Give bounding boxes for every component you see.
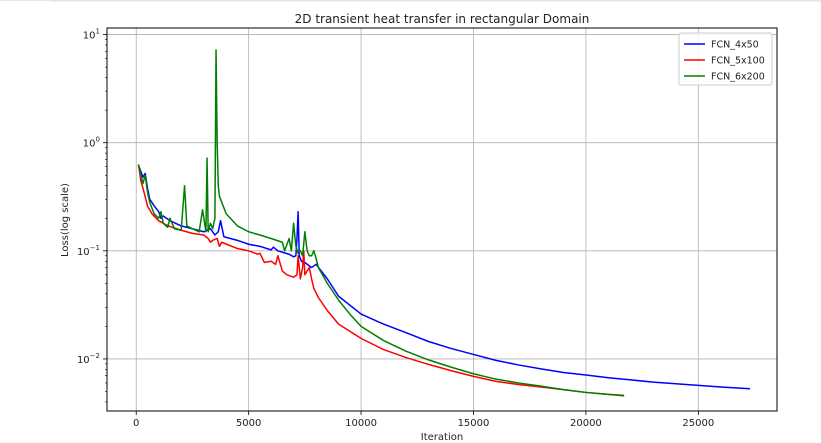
y-tick-label: 101	[83, 28, 100, 42]
x-tick-label: 25000	[682, 418, 714, 429]
legend-label: FCN_5x100	[711, 56, 765, 67]
x-tick-label: 15000	[458, 418, 490, 429]
y-axis-label: Loss(log scale)	[60, 183, 71, 257]
x-tick-label: 0	[133, 418, 139, 429]
series-line-fcn-4x50	[137, 164, 751, 390]
x-tick-label: 20000	[570, 418, 602, 429]
x-tick-label: 10000	[345, 418, 377, 429]
plot-frame	[106, 27, 778, 412]
top-edge-line	[0, 0, 821, 1]
series-layer	[137, 49, 751, 397]
chart-title: 2D transient heat transfer in rectangula…	[295, 12, 590, 26]
y-tick-label: 10−1	[77, 244, 100, 258]
grid-layer	[107, 28, 777, 411]
tick-layer: 0 5000 10000 15000 20000 25000 10−2 10−1 100 101	[77, 28, 714, 429]
series-line-fcn-6x200	[137, 49, 625, 397]
x-tick-label: 5000	[236, 418, 261, 429]
x-axis-label: Iteration	[421, 432, 463, 443]
legend-box	[678, 32, 773, 86]
top-edge-line-inner	[52, 1, 821, 2]
y-tick-label: 100	[83, 136, 100, 150]
legend-label: FCN_6x200	[711, 72, 765, 83]
series-line-fcn-5x100	[137, 164, 625, 397]
legend-label: FCN_4x50	[711, 40, 759, 51]
legend: FCN_4x50 FCN_5x100 FCN_6x200	[678, 32, 773, 86]
y-tick-label: 10−2	[77, 352, 100, 366]
